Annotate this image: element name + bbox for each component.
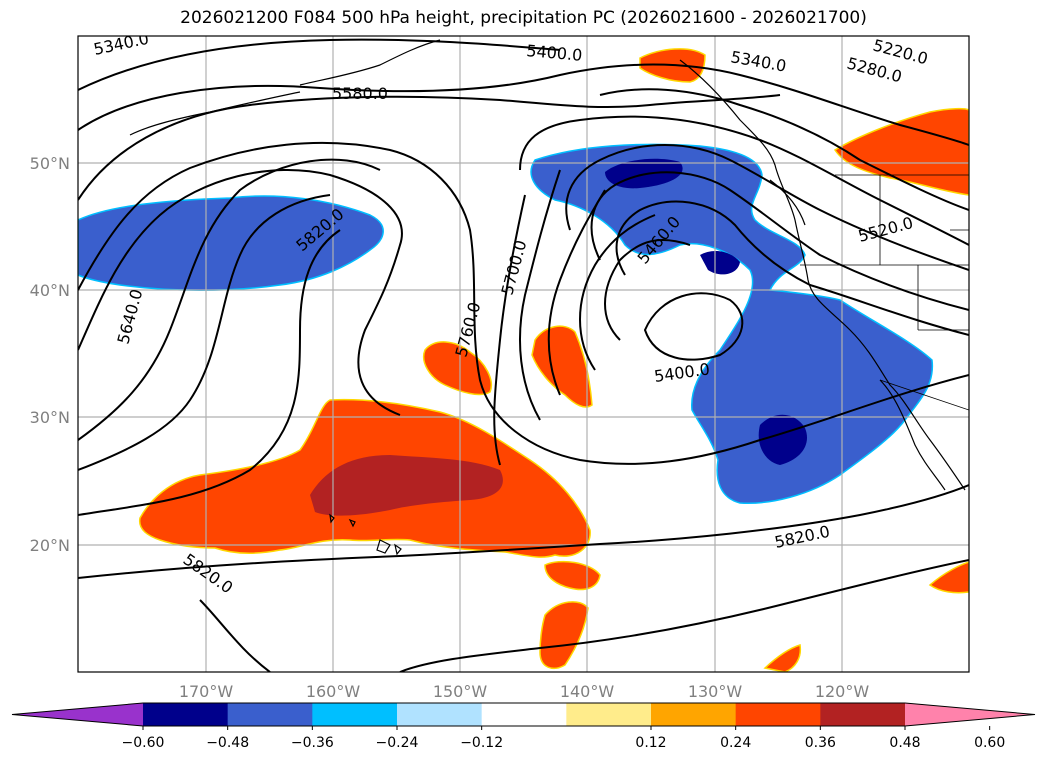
lon-label: 130°W: [688, 682, 743, 701]
colorbar-swatch: [481, 703, 567, 726]
longitude-labels: 170°W 160°W 150°W 140°W 130°W 120°W: [179, 682, 870, 701]
contour-label: 5520.0: [856, 213, 915, 246]
colorbar-swatch: [312, 703, 398, 726]
positive-anomaly-area-southeast: [928, 561, 969, 594]
positive-anomaly-area-northeast: [833, 107, 969, 196]
lon-label: 170°W: [179, 682, 234, 701]
colorbar: −0.60 −0.48 −0.36 −0.24 −0.12 0.12 0.24 0.36 0.4…: [11, 702, 1036, 751]
colorbar-tick-label: −0.48: [206, 735, 249, 751]
contour-label: 5820.0: [180, 550, 237, 598]
map-field: 5340.0 5580.0 5400.0 5340.0 5220.0 5280.…: [78, 29, 969, 672]
colorbar-tick-label: 0.48: [889, 735, 920, 751]
colorbar-tick-label: 0.12: [635, 735, 666, 751]
strong-positive-anomaly-core: [310, 455, 503, 516]
positive-anomaly-area-south-1: [539, 601, 589, 669]
contour-label: 5580.0: [332, 84, 388, 103]
lon-label: 120°W: [815, 682, 870, 701]
height-contours: [78, 38, 969, 672]
political-borders: [800, 174, 969, 411]
colorbar-tick-label: −0.24: [376, 735, 419, 751]
lon-label: 140°W: [560, 682, 615, 701]
colorbar-tick-label: 0.36: [805, 735, 836, 751]
colorbar-extend-min: [12, 703, 143, 726]
lat-label: 40°N: [30, 281, 70, 300]
colorbar-swatch: [143, 703, 229, 726]
contour-label: 5820.0: [773, 522, 832, 552]
latitude-labels: 50°N 40°N 30°N 20°N: [30, 154, 70, 555]
negative-anomaly-area-east: [530, 143, 934, 504]
coastlines: [129, 39, 966, 556]
contour-label: 5640.0: [114, 287, 147, 346]
lat-label: 30°N: [30, 408, 70, 427]
contour-label: 5760.0: [452, 300, 485, 359]
lat-label: 20°N: [30, 536, 70, 555]
positive-anomaly-area-south-2: [544, 560, 601, 591]
colorbar-extend-max: [905, 703, 1035, 726]
colorbar-swatch: [227, 703, 313, 726]
colorbar-swatch: [651, 703, 737, 726]
colorbar-tick-label: −0.12: [460, 735, 503, 751]
positive-anomaly-area-small-1: [423, 341, 492, 396]
contour-label: 5340.0: [729, 47, 787, 75]
lon-label: 160°W: [306, 682, 361, 701]
contour-label: 5400.0: [526, 41, 583, 65]
colorbar-swatch: [820, 703, 906, 726]
colorbar-tick-label: 0.24: [720, 735, 751, 751]
lon-label: 150°W: [433, 682, 488, 701]
colorbar-tick-label: −0.60: [122, 735, 165, 751]
contour-label: 5700.0: [498, 238, 531, 297]
positive-anomaly-area-south-3: [763, 644, 802, 672]
map-title: 2026021200 F084 500 hPa height, precipit…: [180, 8, 867, 28]
positive-anomaly-area-small-2: [531, 325, 593, 408]
colorbar-swatch: [397, 703, 483, 726]
contour-label: 5340.0: [92, 29, 151, 59]
lat-label: 50°N: [30, 154, 70, 173]
colorbar-swatch: [566, 703, 652, 726]
colorbar-tick-label: 0.60: [974, 735, 1005, 751]
strong-negative-anomaly-core-mid: [700, 250, 740, 275]
map-frame: [77, 35, 970, 673]
strong-negative-anomaly-core-south: [758, 414, 808, 465]
colorbar-swatch: [735, 703, 821, 726]
colorbar-tick-label: −0.36: [291, 735, 334, 751]
